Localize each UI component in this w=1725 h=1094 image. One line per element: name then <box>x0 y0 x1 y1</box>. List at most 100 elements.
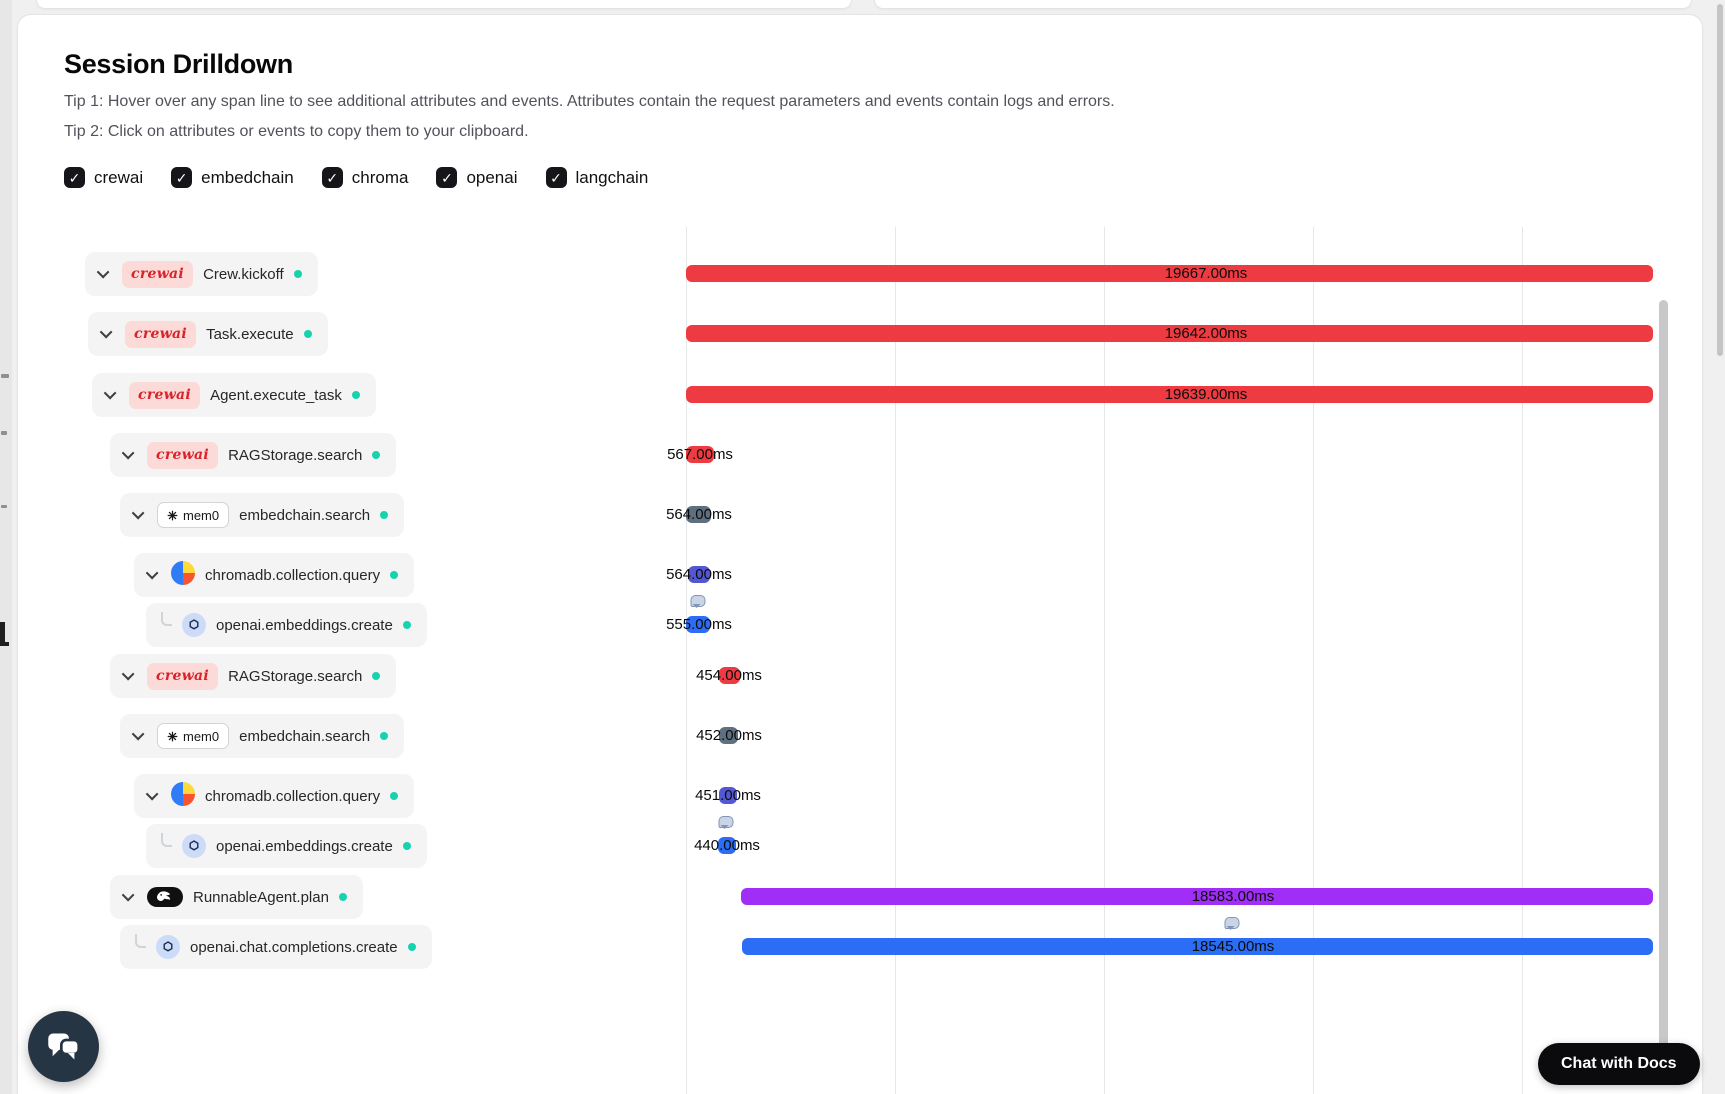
mem0-gear-icon <box>167 731 178 741</box>
status-dot <box>372 672 381 680</box>
badge-slot <box>182 613 216 637</box>
chevron-down-icon[interactable] <box>96 265 110 278</box>
span-row-pill[interactable]: chromadb.collection.query <box>134 774 415 818</box>
chevron-down-icon[interactable] <box>121 667 135 680</box>
chevron-down-icon[interactable] <box>121 446 135 459</box>
checkbox-checked-icon[interactable] <box>171 167 193 188</box>
checkbox-checked-icon[interactable] <box>545 167 567 188</box>
crewai-logo-badge: crewai <box>125 320 197 348</box>
checkbox-checked-icon[interactable] <box>64 167 85 188</box>
openai-logo-icon <box>189 840 199 851</box>
tree-branch-icon <box>161 833 172 847</box>
span-duration-bar[interactable] <box>719 787 737 804</box>
library-filter[interactable]: langchain <box>545 167 649 188</box>
span-duration-bar[interactable] <box>686 506 711 523</box>
span-name-label: openai.chat.completions.create <box>190 938 398 956</box>
chevron-down-icon[interactable] <box>145 787 159 800</box>
span-row-pill[interactable]: mem0 embedchain.search <box>120 714 405 758</box>
status-dot <box>407 943 416 951</box>
span-duration-bar[interactable] <box>686 386 1653 403</box>
mem0-label: mem0 <box>183 728 220 744</box>
chat-widget-button[interactable] <box>28 1011 99 1082</box>
badge-slot: mem0 <box>157 723 239 749</box>
span-duration-bar[interactable] <box>718 837 736 854</box>
crewai-logo-badge: crewai <box>129 381 201 409</box>
span-duration-label: 564.00ms <box>666 566 732 583</box>
gridline <box>1313 227 1314 1094</box>
span-row-pill[interactable]: openai.embeddings.create <box>146 824 427 868</box>
span-row-pill[interactable]: crewai RAGStorage.search <box>110 433 397 477</box>
chevron-down-icon[interactable] <box>99 325 113 338</box>
span-name-label: chromadb.collection.query <box>205 787 381 805</box>
span-duration-bar[interactable] <box>686 325 1653 342</box>
chevron-down-icon[interactable] <box>121 888 135 901</box>
chevron-down-icon[interactable] <box>103 386 117 399</box>
status-dot <box>390 571 399 579</box>
span-row-pill[interactable]: mem0 embedchain.search <box>120 493 405 537</box>
openai-logo-badge <box>182 613 206 637</box>
chroma-logo-icon <box>171 781 195 806</box>
status-dot <box>402 621 411 629</box>
library-filter[interactable]: embedchain <box>171 167 294 188</box>
badge-slot: mem0 <box>157 502 239 528</box>
page-scrollbar[interactable] <box>1717 4 1723 356</box>
span-duration-bar[interactable] <box>719 667 740 684</box>
span-duration-label: 564.00ms <box>666 506 732 523</box>
badge-slot <box>171 560 205 590</box>
tree-branch-icon <box>135 934 146 948</box>
span-duration-bar[interactable] <box>686 265 1653 282</box>
library-filter[interactable]: crewai <box>64 167 143 188</box>
openai-logo-icon <box>163 941 173 952</box>
gridline <box>686 227 687 1094</box>
span-duration-bar[interactable] <box>686 616 710 633</box>
crewai-logo-badge: crewai <box>147 662 219 690</box>
filter-label: langchain <box>575 167 649 187</box>
chart-scrollbar[interactable] <box>1659 300 1668 1080</box>
library-filter[interactable]: openai <box>436 167 518 188</box>
event-bubble-body <box>690 595 706 607</box>
span-duration-bar[interactable] <box>742 938 1653 955</box>
badge-slot: crewai <box>147 662 228 690</box>
event-bubble-body <box>1224 917 1240 929</box>
left-edge-artifact <box>1 505 7 508</box>
span-duration-label: 18583.00ms <box>1191 888 1275 905</box>
mem0-gear-icon <box>167 510 178 520</box>
span-duration-bar[interactable] <box>741 888 1653 905</box>
span-name-label: openai.embeddings.create <box>216 616 393 634</box>
event-bubble-icon[interactable] <box>1224 917 1242 934</box>
span-name-label: Crew.kickoff <box>203 265 284 283</box>
span-row-pill[interactable]: openai.chat.completions.create <box>120 925 432 969</box>
status-dot <box>402 842 411 850</box>
span-row-pill[interactable]: chromadb.collection.query <box>134 553 415 597</box>
badge-slot: crewai <box>122 260 203 288</box>
span-row-pill[interactable]: crewai Crew.kickoff <box>85 252 318 296</box>
left-page-edge <box>0 0 12 1094</box>
chat-with-docs-button[interactable]: Chat with Docs <box>1538 1043 1700 1085</box>
event-bubble-icon[interactable] <box>690 595 708 612</box>
span-row-pill[interactable]: openai.embeddings.create <box>146 603 427 647</box>
span-duration-label: 19639.00ms <box>1164 386 1248 403</box>
checkbox-checked-icon[interactable] <box>436 167 458 188</box>
span-row-pill[interactable]: RunnableAgent.plan <box>110 875 363 919</box>
checkbox-checked-icon[interactable] <box>321 167 343 188</box>
tip-2: Tip 2: Click on attributes or events to … <box>64 123 529 140</box>
span-duration-bar[interactable] <box>686 446 714 463</box>
span-duration-bar[interactable] <box>719 727 738 744</box>
span-duration-bar[interactable] <box>688 566 710 583</box>
badge-slot: crewai <box>147 441 228 469</box>
library-filter[interactable]: chroma <box>321 167 408 188</box>
span-duration-label: 567.00ms <box>667 446 733 463</box>
status-dot <box>390 792 399 800</box>
badge-slot: crewai <box>125 320 206 348</box>
span-row-pill[interactable]: crewai Task.execute <box>88 312 328 356</box>
chevron-down-icon[interactable] <box>131 506 145 519</box>
event-bubble-icon[interactable] <box>718 816 736 833</box>
status-dot <box>351 391 360 399</box>
status-dot <box>380 511 389 519</box>
chevron-down-icon[interactable] <box>145 566 159 579</box>
left-edge-artifact <box>0 622 9 646</box>
chevron-down-icon[interactable] <box>131 727 145 740</box>
span-row-pill[interactable]: crewai Agent.execute_task <box>92 373 376 417</box>
chroma-logo-icon <box>171 560 195 585</box>
span-row-pill[interactable]: crewai RAGStorage.search <box>110 654 397 698</box>
